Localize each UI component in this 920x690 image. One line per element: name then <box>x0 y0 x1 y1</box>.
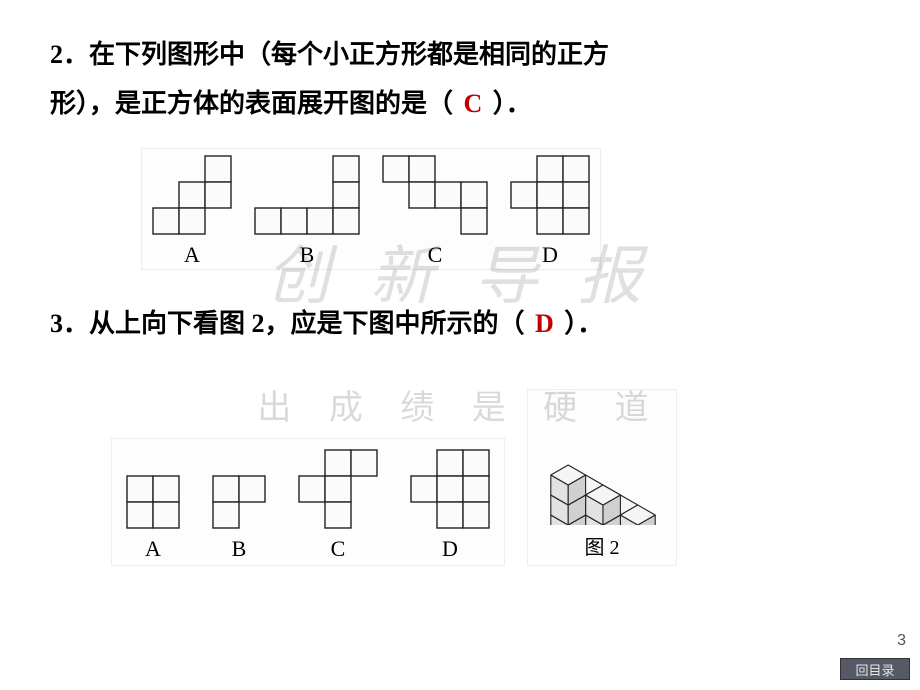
label-fig2: 图 2 <box>585 531 620 560</box>
q2-end: ）． <box>493 89 532 118</box>
topview-D-svg <box>409 448 491 530</box>
page-number: 3 <box>897 632 906 650</box>
label-A2: A <box>145 536 161 562</box>
topview-B: B <box>211 474 267 562</box>
label-C: C <box>428 242 443 268</box>
figure-2-svg <box>533 395 671 525</box>
net-D: D <box>509 154 591 268</box>
label-D2: D <box>442 536 458 562</box>
net-A-svg <box>151 154 233 236</box>
topview-B-svg <box>211 474 267 530</box>
back-to-toc-button[interactable]: 回目录 <box>840 658 910 680</box>
topview-D: D <box>409 448 491 562</box>
net-B-svg <box>253 154 361 236</box>
net-C-svg <box>381 154 489 236</box>
question-3: 3．从上向下看图 2，应是下图中所示的（ D ）． <box>50 299 870 348</box>
net-D-svg <box>509 154 591 236</box>
label-C2: C <box>331 536 346 562</box>
net-A: A <box>151 154 233 268</box>
q2-line2: 形），是正方体的表面展开图的是（ <box>50 89 453 118</box>
q3-number: 3 <box>50 309 63 338</box>
label-B: B <box>300 242 315 268</box>
q3-end: ）． <box>564 309 603 338</box>
label-B2: B <box>232 536 247 562</box>
q3-text: ．从上向下看图 2，应是下图中所示的（ <box>63 309 525 338</box>
q3-figure-row: A B C D 图 2 <box>110 388 870 567</box>
label-D: D <box>542 242 558 268</box>
q2-line1: ．在下列图形中（每个小正方形都是相同的正方 <box>63 40 609 69</box>
question-2: 2．在下列图形中（每个小正方形都是相同的正方 形），是正方体的表面展开图的是（ … <box>50 30 870 129</box>
topview-A-svg <box>125 474 181 530</box>
topview-C-svg <box>297 448 379 530</box>
net-C: C <box>381 154 489 268</box>
q3-answer: D <box>531 309 558 338</box>
topview-C: C <box>297 448 379 562</box>
label-A: A <box>184 242 200 268</box>
net-B: B <box>253 154 361 268</box>
topview-A: A <box>125 474 181 562</box>
q2-answer: C <box>460 89 487 118</box>
q2-number: 2 <box>50 40 63 69</box>
q2-figure-row: A B C D <box>140 147 602 271</box>
figure-2-3d: 图 2 <box>527 389 677 566</box>
